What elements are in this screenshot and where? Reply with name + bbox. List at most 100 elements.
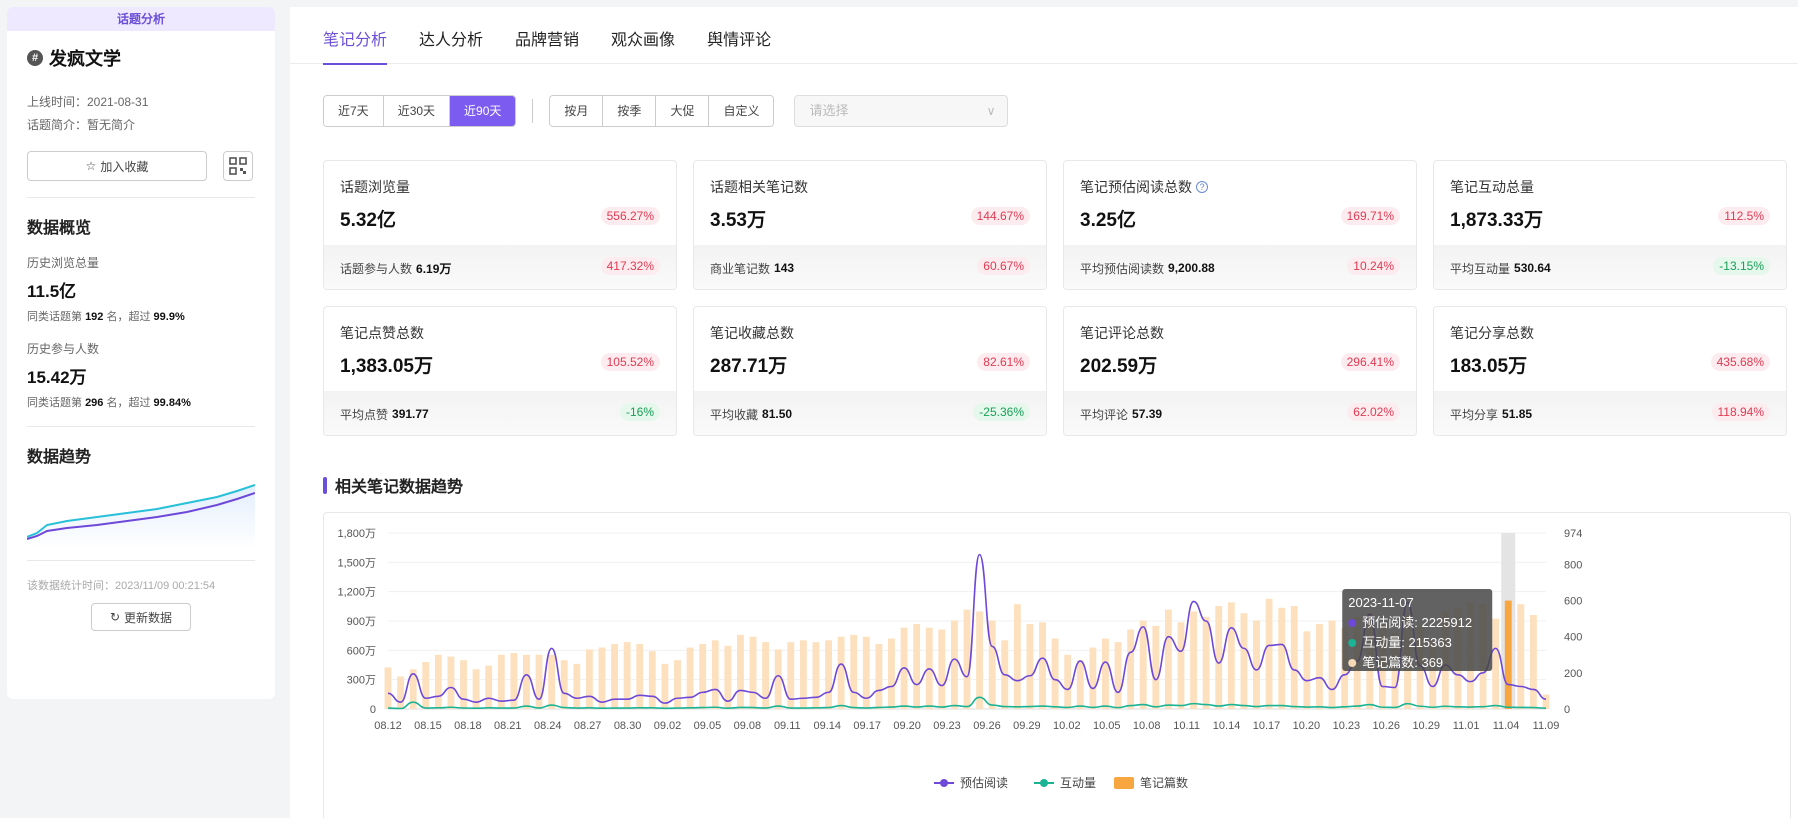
sub-metric-change-badge: -25.36% <box>973 403 1030 421</box>
sub-metric-label: 平均预估阅读数 <box>1080 261 1165 276</box>
range-7d-button[interactable]: 近7天 <box>324 96 383 126</box>
history-views-value: 11.5亿 <box>27 282 77 301</box>
x-tick: 09.29 <box>1013 720 1041 732</box>
tooltip-dot <box>1348 659 1357 667</box>
legend-marker <box>940 779 948 787</box>
metric-cards: 话题浏览量 5.32亿 556.27% 话题参与人数 6.19万 417.32% 话题相关笔… <box>323 160 1787 436</box>
bar-notes <box>686 647 694 709</box>
y-right-tick: 974 <box>1564 528 1582 540</box>
tooltip-dot <box>1348 639 1357 647</box>
bar-notes <box>1429 642 1437 709</box>
sub-metric-change-badge: 10.24% <box>1347 257 1400 275</box>
refresh-data-button[interactable]: ↻ 更新数据 <box>91 603 191 631</box>
overview-title: 数据概览 <box>27 220 92 237</box>
trend-chart: 0 300万 600万 900万 1,200万 1,500万 1,800万 0 200 400 60… <box>337 528 1582 790</box>
metric-change-badge: 435.68% <box>1710 353 1770 371</box>
history-users-rank: 同类话题第 296 名，超过 99.84% <box>27 397 191 409</box>
bar-notes <box>1152 625 1160 709</box>
bar-notes <box>711 640 719 709</box>
period-month-button[interactable]: 按月 <box>550 96 603 126</box>
bar-notes <box>1076 660 1084 709</box>
bar-notes <box>585 649 593 709</box>
bar-notes <box>1051 638 1059 709</box>
bar-notes <box>1265 598 1273 709</box>
sub-metric-value: 81.50 <box>762 407 793 421</box>
x-tick: 10.02 <box>1053 720 1081 732</box>
bar-notes <box>1391 633 1399 709</box>
x-tick: 10.17 <box>1253 720 1281 732</box>
bar-notes <box>1064 654 1072 709</box>
bar-notes <box>1253 620 1260 709</box>
tab-audience-profile[interactable]: 观众画像 <box>611 32 676 49</box>
topic-analysis-badge: 话题分析 <box>7 7 275 31</box>
x-tick: 08.24 <box>534 720 562 732</box>
range-30d-button[interactable]: 近30天 <box>382 96 450 126</box>
help-icon[interactable]: ? <box>1196 181 1208 193</box>
period-select[interactable]: 请选择 ∨ <box>794 95 1009 127</box>
qrcode-button[interactable] <box>223 151 253 181</box>
bar-notes <box>787 642 795 709</box>
bar-notes <box>1215 606 1223 709</box>
qrcode-icon <box>229 157 247 175</box>
metric-value: 1,383.05万 <box>340 356 433 377</box>
bar-notes <box>913 624 921 709</box>
range-segment: 近7天 近30天 近90天 <box>323 95 517 127</box>
bar-notes <box>1542 694 1550 709</box>
sub-metric-change-badge: 62.02% <box>1347 403 1400 421</box>
x-tick: 08.21 <box>494 720 522 732</box>
period-custom-button[interactable]: 自定义 <box>708 96 774 126</box>
metric-label: 笔记互动总量 <box>1450 179 1534 195</box>
bar-notes <box>1278 607 1286 709</box>
metric-card: 笔记互动总量 1,873.33万 112.5% 平均互动量 530.64 -13.15% <box>1433 160 1787 290</box>
hash-icon: # <box>27 50 43 66</box>
bar-notes <box>548 654 556 709</box>
period-quarter-button[interactable]: 按季 <box>602 96 656 126</box>
metric-card: 话题浏览量 5.32亿 556.27% 话题参与人数 6.19万 417.32% <box>323 160 677 290</box>
metric-label: 话题浏览量 <box>340 179 410 195</box>
bar-notes <box>1529 615 1537 709</box>
period-promo-button[interactable]: 大促 <box>655 96 709 126</box>
bar-notes <box>409 669 417 709</box>
add-favorite-button[interactable]: ☆ 加入收藏 <box>27 151 207 181</box>
sub-metric-value: 6.19万 <box>416 261 452 276</box>
sub-metric-value: 530.64 <box>1514 261 1551 275</box>
bar-notes <box>774 649 782 709</box>
bar-notes <box>724 645 732 709</box>
legend-label: 预估阅读 <box>960 776 1008 790</box>
metric-card: 笔记点赞总数 1,383.05万 105.52% 平均点赞 391.77 -16% <box>323 306 677 436</box>
sub-metric-change-badge: -13.15% <box>1713 257 1770 275</box>
x-tick: 09.11 <box>774 720 801 732</box>
bar-notes <box>472 669 480 709</box>
tab-brand-marketing[interactable]: 品牌营销 <box>515 32 580 49</box>
topic-name: 发疯文学 <box>49 49 121 69</box>
bar-notes <box>674 660 681 709</box>
period-select-placeholder: 请选择 <box>809 103 849 118</box>
history-views-label: 历史浏览总量 <box>27 256 100 270</box>
sub-metric-value: 57.39 <box>1132 407 1163 421</box>
y-left-tick: 900万 <box>347 616 376 628</box>
star-icon: ☆ <box>85 159 97 173</box>
range-90d-button[interactable]: 近90天 <box>449 96 516 126</box>
metric-value: 287.71万 <box>710 356 788 377</box>
x-tick: 09.26 <box>973 720 1001 732</box>
metric-change-badge: 556.27% <box>600 207 660 225</box>
bar-notes <box>1316 624 1323 709</box>
bar-notes <box>460 660 467 709</box>
metric-change-badge: 105.52% <box>600 353 660 371</box>
sub-metric-label: 平均点赞 <box>340 407 389 422</box>
tooltip-item: 笔记篇数: 369 <box>1362 655 1443 670</box>
metric-label: 笔记点赞总数 <box>340 325 424 341</box>
topic-sidebar: 话题分析 # 发疯文学 上线时间：2021-08-31 话题简介：暂无简介 ☆ … <box>7 7 275 699</box>
bar-notes <box>422 662 430 709</box>
bar-notes <box>1026 624 1034 709</box>
bar-notes <box>976 611 984 709</box>
tooltip-date: 2023-11-07 <box>1348 595 1414 610</box>
bar-notes <box>737 634 744 709</box>
bar-notes <box>699 643 707 709</box>
x-tick: 09.02 <box>654 720 682 732</box>
tab-kol-analysis[interactable]: 达人分析 <box>419 32 484 49</box>
tab-sentiment[interactable]: 舆情评论 <box>707 32 772 49</box>
tooltip-dot <box>1348 619 1357 627</box>
tab-note-analysis[interactable]: 笔记分析 <box>323 7 388 65</box>
legend-marker <box>1114 777 1134 789</box>
